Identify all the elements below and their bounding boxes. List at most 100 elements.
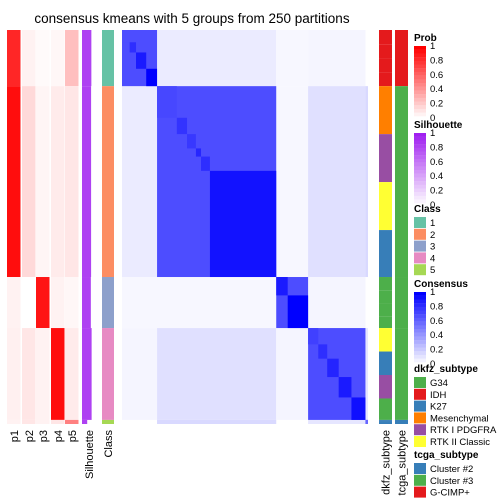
- column-label-tcga_subtype: tcga_subtype: [397, 430, 409, 495]
- legend-swatch-tcga_subtype: [414, 463, 426, 474]
- legend-gradient-step-prob: [414, 108, 426, 113]
- legend-gradient-step-consensus: [414, 310, 426, 315]
- consensus-block-3-4: [276, 328, 309, 420]
- prob-cell-p1-class-5: [7, 419, 21, 424]
- legend-swatch-class: [414, 252, 426, 264]
- legend-gradient-step-prob: [414, 64, 426, 69]
- legend-gradient-step-prob: [414, 101, 426, 106]
- legend-gradient-step-silhouette: [414, 195, 426, 200]
- prob-cell-p2-class-2: [22, 86, 36, 278]
- silhouette-column: [82, 30, 92, 424]
- prob-cell-p4-class-5: [51, 419, 65, 424]
- legend-swatch-dkfz_subtype: [414, 377, 426, 388]
- legend-gradient-step-prob: [414, 68, 426, 73]
- legend-gradient-step-silhouette: [414, 173, 426, 178]
- legend-gradient-step-prob: [414, 57, 426, 61]
- legend-gradient-step-silhouette: [414, 144, 426, 148]
- class-cell-4: [102, 328, 114, 420]
- dkfz-subtype-cell: [379, 420, 392, 422]
- tcga-subtype-cell: [395, 86, 408, 278]
- consensus-subblock-2-5: [201, 156, 210, 171]
- prob-cell-p4-class-4: [51, 328, 65, 420]
- legend-title-prob: Prob: [414, 33, 437, 44]
- dkfz-subtype-cell: [379, 422, 392, 424]
- prob-cell-p2-class-1: [22, 30, 36, 87]
- legend-gradient-step-consensus: [414, 314, 426, 319]
- legend-swatch-tcga_subtype: [414, 474, 426, 486]
- dkfz-subtype-cell: [379, 290, 392, 304]
- legend-item-class: 4: [430, 253, 435, 264]
- legend-tick-silhouette: 0.8: [430, 142, 443, 153]
- prob-cell-p1-class-2: [7, 86, 21, 278]
- legend-gradient-step-silhouette: [414, 136, 426, 141]
- prob-cell-p4-class-3: [51, 277, 65, 329]
- legend-swatch-dkfz_subtype: [414, 388, 426, 400]
- legend-gradient-step-silhouette: [414, 192, 426, 197]
- legend-item-class: 5: [430, 265, 435, 276]
- prob-cell-p5-class-5: [65, 419, 79, 424]
- legend-gradient-step-silhouette: [414, 155, 426, 160]
- dkfz-subtype-cell: [379, 182, 392, 231]
- tcga-subtype-cell: [395, 419, 408, 424]
- legend-gradient-step-prob: [414, 112, 426, 117]
- column-label-p1: p1: [9, 430, 21, 442]
- tcga-subtype-cell: [395, 328, 408, 420]
- legend-title-dkfz_subtype: dkfz_subtype: [414, 364, 478, 375]
- legend-item-dkfz_subtype: Mesenchymal: [430, 413, 489, 424]
- prob-cell-p2-class-5: [22, 419, 36, 424]
- prob-cell-p2-class-3: [22, 277, 36, 329]
- legend-gradient-step-prob: [414, 97, 426, 102]
- consensus-block-5-2: [365, 86, 368, 278]
- legend-tick-prob: 0.2: [430, 99, 443, 110]
- legend-tick-silhouette: 0: [430, 200, 435, 211]
- dkfz-subtype-cell: [379, 351, 392, 376]
- consensus-block-3-2: [276, 86, 309, 278]
- column-label-p2: p2: [24, 430, 36, 442]
- prob-cell-p1-class-1: [7, 30, 21, 87]
- consensus-block-1-3: [122, 277, 158, 329]
- legend-item-dkfz_subtype: K27: [430, 402, 447, 413]
- class-cell-3: [102, 277, 114, 329]
- prob-cell-p3-class-2: [36, 86, 50, 278]
- legend-title-tcga_subtype: tcga_subtype: [414, 450, 479, 461]
- legend-tick-consensus: 1: [430, 287, 435, 298]
- membership-probability-columns: [7, 30, 79, 424]
- legend-gradient-step-prob: [414, 116, 426, 121]
- legend-tick-consensus: 0.2: [430, 345, 443, 356]
- legend-gradient-step-consensus: [414, 321, 426, 326]
- consensus-subblock-1-4: [146, 68, 158, 87]
- legend-swatch-dkfz_subtype: [414, 436, 426, 447]
- legend-title-class: Class: [414, 204, 441, 215]
- consensus-block-4-1: [308, 30, 366, 87]
- legend-tick-consensus: 0.8: [430, 301, 443, 312]
- consensus-block-2-5: [157, 419, 277, 424]
- dkfz-subtype-cell: [379, 419, 392, 421]
- prob-cell-p3-class-5: [36, 419, 50, 424]
- legend-gradient-step-prob: [414, 60, 426, 65]
- prob-cell-p5-class-4: [65, 328, 79, 420]
- legend-item-class: 3: [430, 242, 435, 253]
- consensus-block-4-3: [308, 277, 366, 329]
- consensus-block-1-2: [122, 86, 158, 278]
- consensus-block-1-4: [122, 328, 158, 420]
- legend-swatch-dkfz_subtype: [414, 412, 426, 424]
- silhouette-bar-class-3: [82, 277, 91, 329]
- legends: Prob10.80.60.40.20Silhouette10.80.60.40.…: [414, 33, 497, 499]
- legend-gradient-step-silhouette: [414, 184, 426, 189]
- legend-gradient-step-silhouette: [414, 158, 426, 163]
- legend-gradient-step-consensus: [414, 358, 426, 363]
- legend-tick-consensus: 0.4: [430, 330, 443, 341]
- legend-gradient-step-consensus: [414, 362, 426, 367]
- legend-gradient-step-silhouette: [414, 147, 426, 152]
- legend-swatch-class: [414, 228, 426, 240]
- consensus-subblock-2-1: [157, 86, 177, 118]
- legend-tick-prob: 0.4: [430, 84, 443, 95]
- silhouette-bar-class-5: [82, 419, 88, 424]
- legend-swatch-tcga_subtype: [414, 486, 426, 498]
- legend-gradient-step-prob: [414, 79, 426, 84]
- dkfz-subtype-cell: [379, 303, 392, 317]
- legend-swatch-class: [414, 240, 426, 252]
- dkfz-subtype-cell: [379, 58, 392, 73]
- dkfz-subtype-cell: [379, 86, 392, 135]
- legend-gradient-step-silhouette: [414, 199, 426, 204]
